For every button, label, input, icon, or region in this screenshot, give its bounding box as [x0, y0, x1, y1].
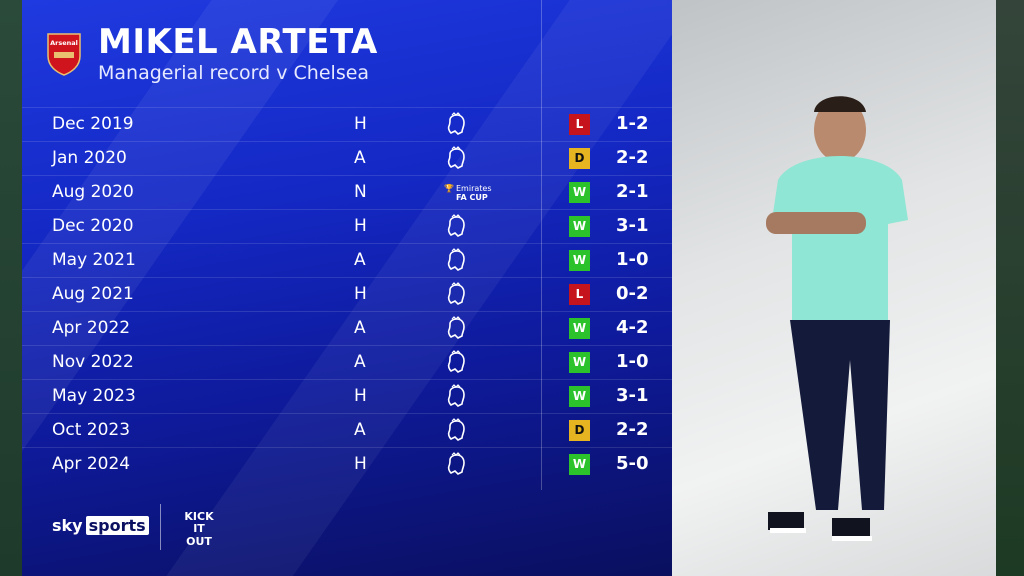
match-venue: A [354, 318, 366, 338]
match-score: 2-2 [616, 147, 649, 168]
manager-photo [672, 0, 1024, 576]
match-date: Oct 2023 [52, 420, 131, 440]
match-venue: H [354, 284, 367, 304]
result-badge: D [569, 148, 590, 169]
match-row: Oct 2023 A D 2-2 [22, 413, 672, 447]
premier-league-icon [440, 418, 470, 444]
logo-divider [160, 504, 161, 550]
result-badge: W [569, 182, 590, 203]
match-score: 3-1 [616, 385, 649, 406]
match-score: 2-1 [616, 181, 649, 202]
match-venue: A [354, 148, 366, 168]
match-venue: A [354, 420, 366, 440]
result-badge: W [569, 454, 590, 475]
svg-text:Arsenal: Arsenal [50, 39, 78, 47]
match-date: Dec 2020 [52, 216, 134, 236]
match-date: May 2023 [52, 386, 136, 406]
premier-league-icon [440, 282, 470, 308]
match-row: Nov 2022 A W 1-0 [22, 345, 672, 379]
page-title: MIKEL ARTETA [98, 22, 378, 62]
match-score: 3-1 [616, 215, 649, 236]
match-date: Apr 2022 [52, 318, 131, 338]
result-badge: L [569, 114, 590, 135]
fa-cup-icon: 🏆 Emirates FA CUP [444, 184, 492, 202]
match-venue: A [354, 352, 366, 372]
match-row: Dec 2019 H L 1-2 [22, 107, 672, 141]
result-badge: W [569, 216, 590, 237]
premier-league-icon [440, 350, 470, 376]
match-score: 1-0 [616, 249, 649, 270]
match-score: 1-0 [616, 351, 649, 372]
match-score: 1-2 [616, 113, 649, 134]
sky-sports-logo: sky sports [52, 516, 149, 535]
result-badge: W [569, 352, 590, 373]
svg-text:OUT: OUT [186, 535, 212, 548]
match-date: Aug 2021 [52, 284, 134, 304]
match-row: Apr 2024 H W 5-0 [22, 447, 672, 481]
match-date: Jan 2020 [52, 148, 127, 168]
match-row: Dec 2020 H W 3-1 [22, 209, 672, 243]
result-badge: D [569, 420, 590, 441]
premier-league-icon [440, 146, 470, 172]
svg-text:KICK: KICK [184, 510, 214, 523]
result-badge: L [569, 284, 590, 305]
match-score: 2-2 [616, 419, 649, 440]
match-row: May 2023 H W 3-1 [22, 379, 672, 413]
match-venue: H [354, 386, 367, 406]
kick-it-out-logo: KICK IT OUT [184, 510, 214, 548]
premier-league-icon [440, 248, 470, 274]
premier-league-icon [440, 112, 470, 138]
premier-league-icon [440, 452, 470, 478]
match-row: Apr 2022 A W 4-2 [22, 311, 672, 345]
match-venue: H [354, 216, 367, 236]
premier-league-icon [440, 384, 470, 410]
record-panel: Arsenal MIKEL ARTETA Managerial record v… [22, 0, 672, 576]
match-date: May 2021 [52, 250, 136, 270]
result-badge: W [569, 318, 590, 339]
page-subtitle: Managerial record v Chelsea [98, 62, 370, 84]
match-score: 4-2 [616, 317, 649, 338]
match-date: Dec 2019 [52, 114, 134, 134]
match-date: Aug 2020 [52, 182, 134, 202]
match-venue: H [354, 114, 367, 134]
match-venue: A [354, 250, 366, 270]
premier-league-icon [440, 214, 470, 240]
match-date: Nov 2022 [52, 352, 134, 372]
background-pitch-edge [0, 0, 22, 576]
match-row: Aug 2020 N 🏆 Emirates FA CUP W 2-1 [22, 175, 672, 209]
match-row: Aug 2021 H L 0-2 [22, 277, 672, 311]
match-date: Apr 2024 [52, 454, 131, 474]
match-venue: H [354, 454, 367, 474]
result-badge: W [569, 386, 590, 407]
arsenal-crest-logo: Arsenal [47, 33, 81, 76]
result-badge: W [569, 250, 590, 271]
match-score: 0-2 [616, 283, 649, 304]
match-venue: N [354, 182, 367, 202]
column-divider [541, 0, 542, 490]
match-score: 5-0 [616, 453, 649, 474]
match-row: Jan 2020 A D 2-2 [22, 141, 672, 175]
premier-league-icon [440, 316, 470, 342]
svg-text:IT: IT [193, 522, 205, 535]
match-row: May 2021 A W 1-0 [22, 243, 672, 277]
